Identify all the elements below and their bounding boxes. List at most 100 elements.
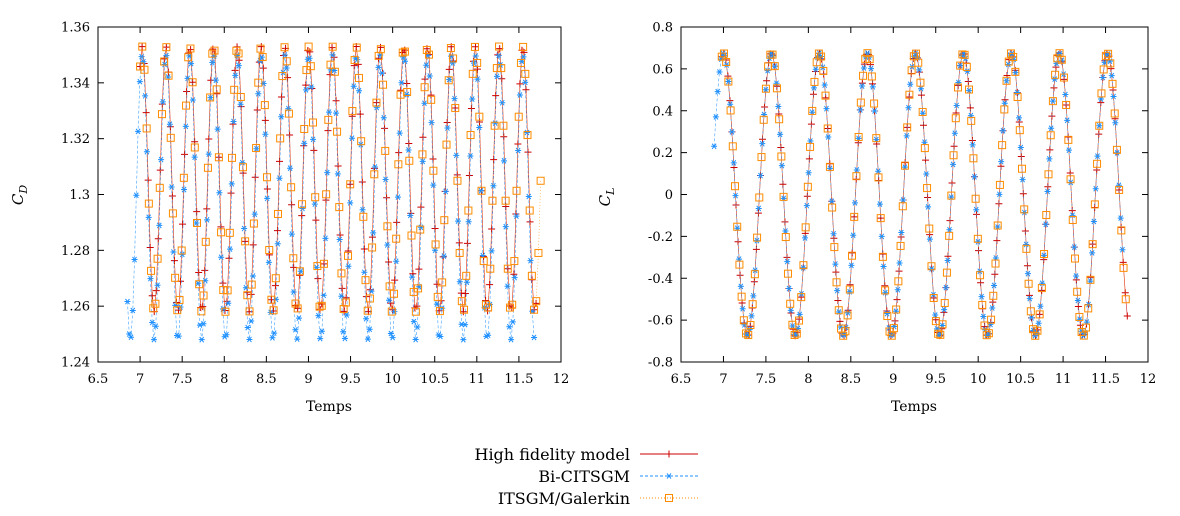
cl-point-bi-citsgm [846,288,853,295]
cl-point-itsgm-galerkin [867,72,876,81]
cd-x-tick-label: 11 [469,372,486,387]
cd-point-bi-citsgm [226,246,233,253]
cl-point-itsgm-galerkin [806,142,815,151]
cl-point-itsgm-galerkin [788,320,797,329]
cd-point-itsgm-galerkin [295,267,304,276]
cl-point-bi-citsgm [807,138,814,144]
cd-point-bi-citsgm [492,120,499,127]
cd-point-bi-citsgm [426,73,433,79]
cd-point-bi-citsgm [166,121,173,128]
cd-point-high-fidelity-model [318,300,326,308]
cl-point-itsgm-galerkin [719,49,728,58]
cd-point-itsgm-galerkin [236,92,245,101]
cl-point-itsgm-galerkin [1013,92,1022,101]
cl-point-itsgm-galerkin [768,50,777,59]
cl-x-tick-label: 12 [1140,372,1157,387]
cd-point-itsgm-galerkin [499,121,508,130]
cd-point-bi-citsgm [350,83,357,90]
cd-point-bi-citsgm [410,318,417,325]
cd-point-itsgm-galerkin [304,42,313,51]
cd-point-bi-citsgm [453,152,460,159]
cd-point-bi-citsgm [170,249,177,255]
cd-point-bi-citsgm [356,87,363,94]
cl-point-bi-citsgm [882,289,889,296]
cl-point-bi-citsgm [812,66,819,73]
cd-point-bi-citsgm [523,129,530,136]
cl-point-bi-citsgm [905,104,912,111]
cl-point-itsgm-galerkin [781,233,790,242]
cd-point-itsgm-galerkin [166,133,175,142]
cl-point-itsgm-galerkin [1022,244,1031,253]
cd-point-itsgm-galerkin [219,286,228,295]
cd-point-bi-citsgm [324,169,331,176]
cl-point-itsgm-galerkin [1115,185,1124,194]
cl-point-itsgm-galerkin [1015,126,1024,135]
cl-point-itsgm-galerkin [925,224,934,233]
cd-y-axis: 1.24 1.26 1.28 1.3 1.32 1.34 1.36 [61,21,561,371]
cd-point-itsgm-galerkin [254,78,263,87]
cl-y-tick-label: 0.6 [652,62,673,77]
cl-point-itsgm-galerkin [825,162,834,171]
cl-point-itsgm-galerkin [1119,263,1128,272]
cd-point-itsgm-galerkin [352,43,361,52]
cl-point-bi-citsgm [1012,69,1019,76]
cl-point-itsgm-galerkin [1020,205,1029,214]
cl-point-bi-citsgm [987,321,994,328]
cd-point-bi-citsgm [325,109,332,116]
cd-point-bi-citsgm [138,53,145,60]
cd-point-itsgm-galerkin [400,47,409,56]
cl-point-bi-citsgm [714,88,721,95]
cl-point-bi-citsgm [746,326,753,333]
cd-point-high-fidelity-model [251,173,259,181]
cd-point-bi-citsgm [417,224,424,231]
cl-point-bi-citsgm [975,238,982,245]
cl-point-itsgm-galerkin [962,62,971,71]
cl-point-itsgm-galerkin [1099,65,1108,74]
cd-point-bi-citsgm [364,336,371,343]
cl-point-bi-citsgm [898,229,905,236]
cd-point-bi-citsgm [145,214,152,221]
cd-point-bi-citsgm [129,307,136,314]
cd-y-axis-title-main: C [9,193,27,205]
cd-point-bi-citsgm [239,159,246,166]
cl-point-itsgm-galerkin [1093,159,1102,168]
cd-point-bi-citsgm [133,192,140,199]
cd-y-tick-label: 1.34 [61,76,90,91]
cl-point-bi-citsgm [1051,76,1058,83]
cl-point-itsgm-galerkin [892,305,901,314]
cd-point-itsgm-galerkin [365,294,374,303]
cd-point-bi-citsgm [516,92,523,98]
cd-x-axis: 6.5 7 7.5 8 8.5 9 9.5 10 10.5 11 11.5 12 [88,27,569,387]
cl-point-itsgm-galerkin [883,312,892,321]
cd-point-high-fidelity-model [372,99,380,107]
cl-point-itsgm-galerkin [812,58,821,67]
cd-point-high-fidelity-model [340,307,348,315]
cl-point-bi-citsgm [896,260,903,266]
cd-point-bi-citsgm [343,312,350,318]
cd-point-itsgm-galerkin [451,104,460,113]
cl-point-itsgm-galerkin [916,78,925,87]
cd-point-itsgm-galerkin [379,80,388,89]
cd-point-bi-citsgm [248,318,255,324]
cd-point-bi-citsgm [508,336,515,343]
cd-point-itsgm-galerkin [383,222,392,231]
cl-point-itsgm-galerkin [728,142,737,151]
cl-point-bi-citsgm [880,263,887,270]
cl-point-itsgm-galerkin [1046,131,1055,140]
cd-point-itsgm-galerkin [330,67,339,76]
cd-point-itsgm-galerkin [492,64,501,73]
cd-point-high-fidelity-model [138,43,146,51]
cl-point-itsgm-galerkin [786,299,795,308]
cl-point-bi-citsgm [884,310,891,317]
cd-point-itsgm-galerkin [490,121,499,130]
cd-y-tick-label: 1.28 [61,244,90,259]
cd-point-bi-citsgm [181,186,188,193]
cl-point-itsgm-galerkin [772,84,781,93]
cl-point-itsgm-galerkin [1017,164,1026,173]
cl-point-itsgm-galerkin [965,85,974,94]
cd-point-bi-citsgm [209,59,216,66]
cl-point-bi-citsgm [946,226,953,233]
legend-entry-bi-citsgm: Bi-CITSGM [538,467,698,486]
cl-point-itsgm-galerkin [1073,287,1082,296]
cl-point-itsgm-galerkin [995,180,1004,189]
